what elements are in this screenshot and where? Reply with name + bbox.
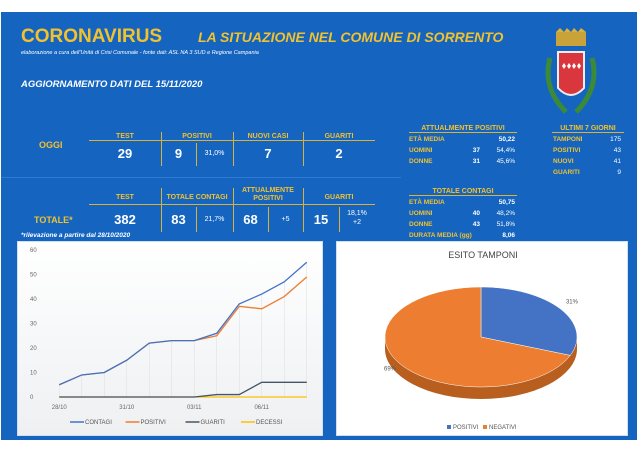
legend-label: POSITIVI	[453, 425, 479, 431]
contagi-donne-pct: 51,8%	[496, 221, 515, 228]
oggi-positivi-pct: 31,0%	[204, 150, 225, 157]
legend-label: POSITIVI	[141, 420, 167, 426]
attuali-donne-pct: 45,6%	[496, 158, 515, 165]
totale-guariti: 15	[313, 212, 329, 227]
series-line-guariti	[59, 381, 307, 398]
ultimi-title: ULTIMI 7 GIORNI	[552, 125, 624, 133]
attuali-donne: 31	[472, 158, 480, 165]
totale-label: TOTALE*	[34, 215, 73, 225]
contagi-uomini-pct: 48,2%	[496, 210, 515, 217]
contagi-title: TOTALE CONTAGI	[409, 188, 517, 196]
contagi-uomini: 40	[472, 210, 480, 217]
pie-data-label: 69%	[384, 367, 397, 373]
x-tick-label: 31/10	[119, 405, 135, 411]
line-chart-card: 0 10 20 30 40 50 60 28/10 31/10 03/11 06/11 CONTAGI…	[17, 241, 323, 436]
ultimi-nuovi-label: NUOVI	[553, 158, 574, 165]
x-tick-label: 03/11	[187, 405, 202, 411]
ultimi-guariti-label: GUARITI	[553, 169, 580, 176]
pie-chart: 31% 69% POSITIVI NEGATIVI	[384, 286, 579, 431]
legend-label: DECESSI	[256, 420, 283, 426]
totale-guariti-delta: +2	[353, 219, 361, 226]
subtitle: LA SITUAZIONE NEL COMUNE DI SORRENTO	[198, 29, 504, 45]
update-date: AGGIORNAMENTO DATI DEL 15/11/2020	[21, 79, 203, 90]
header-attualmente-positivi: ATTUALMENTE POSITIVI	[233, 187, 303, 205]
contagi-uomini-label: UOMINI	[409, 210, 433, 217]
oggi-test: 29	[117, 146, 133, 161]
legend-label: GUARITI	[201, 420, 226, 426]
y-tick-label: 0	[30, 395, 34, 401]
series-line-contagi	[58, 261, 308, 386]
totale-contagi-pct: 21,7%	[204, 216, 225, 223]
ultimi-tamponi: 175	[610, 136, 621, 143]
legend-swatch	[447, 425, 451, 429]
credits: elaborazione a cura dell'Unità di Crisi …	[21, 50, 259, 56]
legend-label: NEGATIVI	[489, 425, 517, 431]
y-tick-label: 50	[30, 273, 37, 279]
header-guariti: GUARITI	[303, 133, 375, 141]
header-totale-contagi: TOTALE CONTAGI	[161, 194, 233, 205]
dashboard-panel: CORONAVIRUS LA SITUAZIONE NEL COMUNE DI …	[1, 12, 637, 440]
contagi-eta-label: ETÀ MEDIA	[409, 199, 445, 206]
legend-label: CONTAGI	[85, 420, 112, 426]
oggi-positivi: 9	[174, 146, 183, 161]
oggi-guariti: 2	[335, 146, 343, 161]
contagi-durata-label: DURATA MEDIA (gg)	[409, 232, 472, 239]
attuali-uomini-pct: 54,4%	[496, 147, 515, 154]
contagi-eta: 50,75	[498, 199, 515, 206]
totale-contagi: 83	[171, 212, 186, 227]
oggi-label: OGGI	[39, 140, 63, 150]
pie-data-label: 31%	[566, 299, 579, 305]
footnote: *rilevazione a partire dal 28/10/2020	[21, 232, 131, 239]
ultimi-guariti: 9	[617, 169, 621, 176]
ultimi-tamponi-label: TAMPONI	[553, 136, 583, 143]
title: CORONAVIRUS	[21, 26, 163, 47]
x-tick-label: 28/10	[52, 405, 68, 411]
attuali-eta: 50,22	[498, 136, 515, 143]
pie-title: ESITO TAMPONI	[448, 250, 518, 260]
header-nuovi: NUOVI CASI	[233, 133, 303, 141]
header-test: TEST	[89, 133, 161, 141]
attuali-donne-label: DONNE	[409, 158, 433, 165]
totale-guariti-pct: 18,1%	[347, 210, 367, 217]
ultimi-positivi-label: POSITIVI	[553, 147, 581, 154]
series-line-positivi	[58, 276, 308, 386]
attuali-eta-label: ETÀ MEDIA	[409, 136, 445, 143]
header-test-totale: TEST	[89, 194, 161, 205]
ultimi-nuovi: 41	[613, 158, 621, 165]
header-guariti-totale: GUARITI	[303, 194, 375, 205]
line-chart: 0 10 20 30 40 50 60 28/10 31/10 03/11 06/11 CONTAGI…	[30, 248, 308, 426]
totale-attuali: 68	[243, 212, 258, 227]
contagi-durata: 8,06	[502, 232, 515, 239]
oggi-nuovi: 7	[264, 146, 272, 161]
header-positivi: POSITIVI	[161, 133, 233, 141]
ultimi-positivi: 43	[613, 147, 621, 154]
x-tick-label: 06/11	[254, 405, 269, 411]
y-tick-label: 20	[30, 346, 37, 352]
contagi-donne-label: DONNE	[409, 221, 433, 228]
pie-chart-card: ESITO TAMPONI 31% 69% POSITIVI NEGATIVI	[336, 241, 628, 436]
attuali-title: ATTUALMENTE POSITIVI	[409, 125, 517, 133]
totale-test: 382	[114, 212, 136, 227]
y-tick-label: 60	[30, 248, 37, 254]
attuali-uomini: 37	[472, 147, 480, 154]
y-tick-label: 40	[30, 297, 37, 303]
pie-slice-negativi	[384, 286, 571, 388]
pie-slice-positivi	[480, 286, 578, 356]
attuali-uomini-label: UOMINI	[409, 147, 433, 154]
y-tick-label: 10	[30, 371, 37, 377]
legend-swatch	[483, 425, 487, 429]
y-tick-label: 30	[30, 322, 37, 328]
contagi-donne: 43	[472, 221, 480, 228]
totale-attuali-delta: +5	[281, 216, 290, 223]
coat-of-arms-icon	[545, 28, 597, 114]
